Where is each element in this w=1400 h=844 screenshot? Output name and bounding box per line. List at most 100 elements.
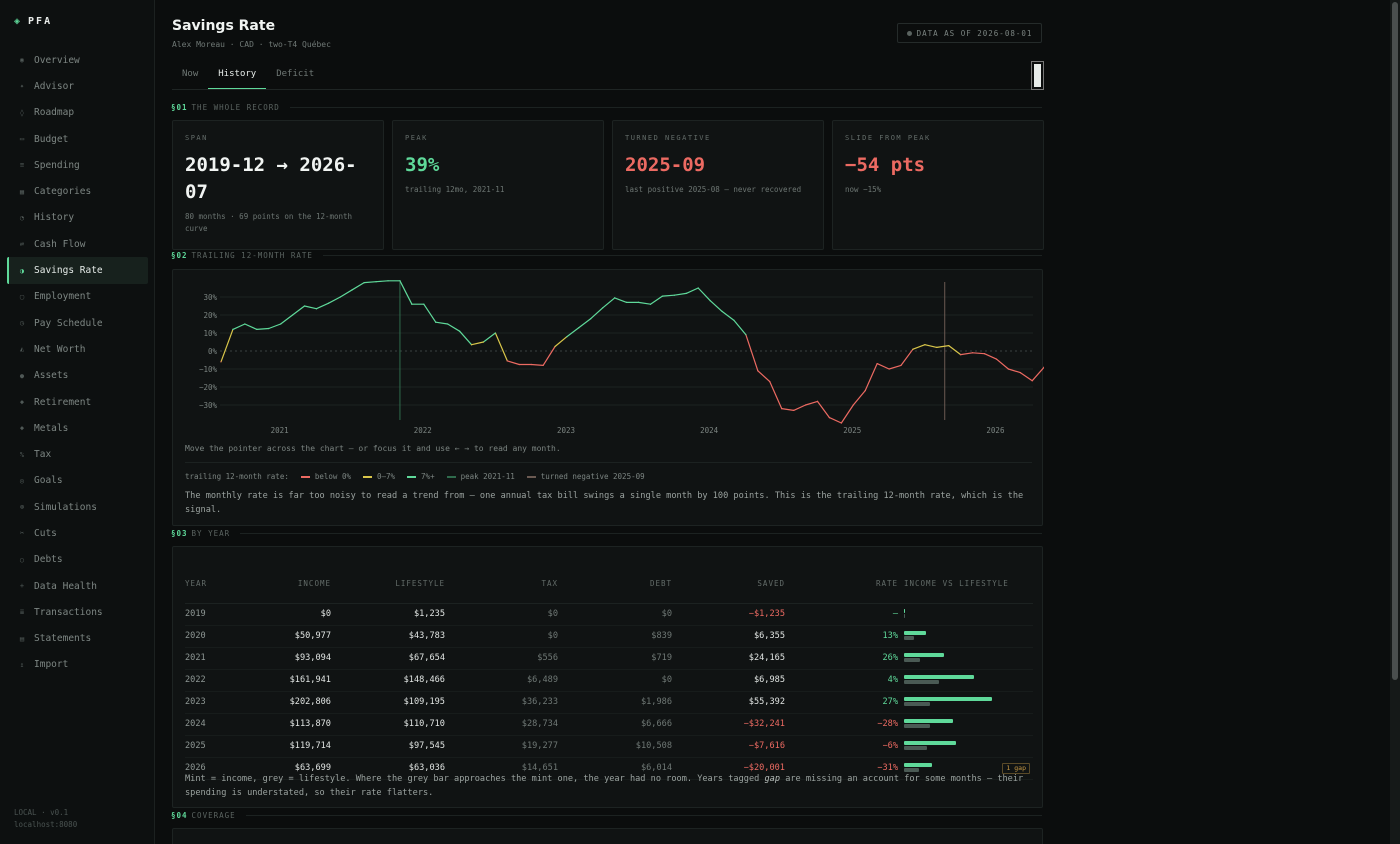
col-saved: SAVED	[672, 565, 785, 604]
income-bar	[904, 631, 927, 635]
sidebar-item-categories[interactable]: ▦ Categories	[7, 178, 148, 204]
section-divider	[322, 254, 1042, 256]
kpi-card-peak: PEAK 39% trailing 12mo, 2021-11	[392, 120, 604, 250]
cell-rate: −6%	[785, 735, 898, 758]
sidebar-item-retirement[interactable]: ◆ Retirement	[7, 389, 148, 415]
series-segment	[1007, 368, 1021, 374]
sidebar-item-budget[interactable]: ▭ Budget	[7, 126, 148, 152]
employment-icon: ▢	[19, 292, 25, 301]
data-point	[757, 370, 759, 372]
statements-icon: ▤	[19, 634, 25, 643]
sidebar-item-roadmap[interactable]: ◊ Roadmap	[7, 100, 148, 126]
series-segment	[291, 305, 306, 316]
sidebar-item-spending[interactable]: ≡ Spending	[7, 152, 148, 178]
data-point	[983, 353, 986, 355]
sidebar-item-label: Goals	[34, 475, 63, 487]
income-bar	[904, 719, 954, 723]
sidebar-item-metals[interactable]: ◆ Metals	[7, 415, 148, 441]
sidebar-item-advisor[interactable]: ✦ Advisor	[7, 73, 148, 99]
sidebar-item-data-health[interactable]: + Data Health	[7, 573, 148, 599]
cell-saved: −$20,001	[672, 757, 785, 780]
sidebar-item-history[interactable]: ◔ History	[7, 205, 148, 231]
page-scrollbar[interactable]	[1390, 0, 1400, 844]
data-point	[244, 323, 246, 325]
series-segment	[578, 317, 592, 329]
tab-history[interactable]: History	[208, 62, 267, 89]
data-point	[876, 363, 878, 365]
categories-icon: ▦	[19, 187, 25, 196]
cell-lifestyle: $148,466	[331, 669, 445, 692]
cell-saved: −$32,241	[672, 713, 785, 736]
data-point	[256, 328, 258, 330]
income-lifestyle-bars	[904, 695, 1030, 709]
tab-deficit[interactable]: Deficit	[276, 69, 315, 79]
cell-year: 2020	[185, 625, 245, 648]
sidebar-item-savings-rate[interactable]: ◑ Savings Rate	[7, 257, 148, 284]
cell-tax: $19,277	[445, 735, 558, 758]
sidebar-item-label: Savings Rate	[34, 265, 103, 277]
data-point	[494, 332, 496, 334]
y-tick-label: −30%	[199, 401, 218, 410]
sidebar-item-debts[interactable]: ○ Debts	[7, 547, 148, 573]
cell-tax: $0	[445, 603, 558, 626]
sidebar-item-overview[interactable]: ◉ Overview	[7, 47, 148, 73]
cell-rate: −31%	[785, 757, 898, 780]
table-row: 2026 $63,699 $63,036 $14,651 $6,014 −$20,001−…	[185, 757, 1033, 780]
income-lifestyle-bars	[904, 739, 1030, 753]
sidebar-item-label: Data Health	[34, 580, 97, 592]
legend-item: peak 2021-11	[446, 472, 515, 481]
sidebar-item-pay-schedule[interactable]: ◷ Pay Schedule	[7, 310, 148, 336]
section-divider	[245, 814, 1042, 816]
series-segment	[733, 319, 747, 336]
sidebar-item-assets[interactable]: ● Assets	[7, 363, 148, 389]
brand[interactable]: ◈ PFA	[14, 16, 52, 27]
series-segment	[971, 352, 986, 355]
col-lifestyle: LIFESTYLE	[331, 565, 445, 604]
x-tick-label: 2023	[557, 426, 575, 435]
tab-now[interactable]: Now	[182, 69, 199, 79]
cell-lifestyle: $43,783	[331, 625, 445, 648]
sidebar-item-simulations[interactable]: ⊛ Simulations	[7, 494, 148, 520]
data-point	[351, 289, 353, 291]
trailing-rate-chart[interactable]: 30% 20% 10% 0% −10% −20% −30% 2021 2022 2023 2024 2…	[173, 270, 1044, 440]
sidebar-item-goals[interactable]: ◎ Goals	[7, 468, 148, 494]
scrollbar-thumb[interactable]	[1392, 2, 1398, 680]
sidebar-item-cash-flow[interactable]: ⇄ Cash Flow	[7, 231, 148, 257]
series-segment	[339, 289, 353, 298]
series-segment	[828, 417, 842, 424]
kpi-note: 80 months · 69 points on the 12-month cu…	[185, 212, 353, 233]
lifestyle-bar	[904, 724, 931, 728]
cell-tax: $6,489	[445, 669, 558, 692]
series-segment	[769, 380, 783, 410]
cell-income: $0	[245, 603, 331, 626]
sidebar-item-import[interactable]: ↥ Import	[7, 652, 148, 678]
sidebar-item-transactions[interactable]: ≣ Transactions	[7, 599, 148, 625]
sidebar-item-label: Cash Flow	[34, 238, 86, 250]
cell-income-vs-lifestyle	[898, 625, 1033, 648]
cell-debt: $839	[558, 625, 672, 648]
series-segment	[960, 352, 974, 356]
series-segment	[781, 408, 795, 411]
series-segment	[494, 332, 508, 362]
kpi-note: trailing 12mo, 2021-11	[405, 185, 505, 194]
data-point	[816, 400, 819, 402]
y-tick-label: 10%	[203, 329, 217, 338]
series-segment	[315, 302, 329, 310]
series-segment	[530, 363, 544, 367]
series-segment	[327, 296, 341, 304]
drag-handle[interactable]	[1031, 61, 1044, 90]
net-worth-icon: ◭	[19, 345, 25, 354]
series-segment	[423, 303, 437, 323]
sidebar-item-tax[interactable]: % Tax	[7, 441, 148, 467]
sidebar-item-statements[interactable]: ▤ Statements	[7, 626, 148, 652]
cell-rate: 27%	[785, 691, 898, 714]
sidebar-item-employment[interactable]: ▢ Employment	[7, 284, 148, 310]
data-point	[793, 409, 795, 411]
col-tax: TAX	[445, 565, 558, 604]
series-segment	[232, 323, 246, 331]
sidebar-item-cuts[interactable]: ✂ Cuts	[7, 520, 148, 546]
cell-income: $161,941	[245, 669, 331, 692]
sidebar-item-net-worth[interactable]: ◭ Net Worth	[7, 336, 148, 362]
data-point	[852, 404, 854, 406]
cell-saved: $6,985	[672, 669, 785, 692]
